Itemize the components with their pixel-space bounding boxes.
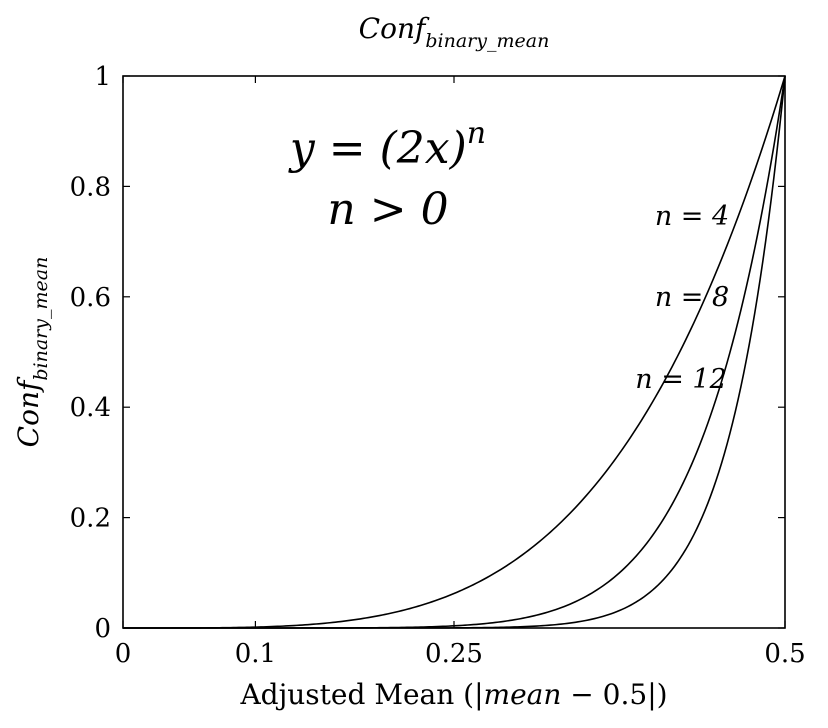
curve-label-n12: n = 12 [635, 364, 727, 395]
curve-label-n8: n = 8 [655, 282, 729, 313]
x-axis-title: Adjusted Mean (|mean − 0.5|) [239, 678, 667, 711]
chart-title-base: Conf [359, 12, 430, 45]
x-axis-title-var: mean [484, 678, 562, 711]
y-tick-label: 0.6 [70, 283, 111, 313]
curve-label-n4: n = 4 [655, 201, 729, 232]
y-tick-label: 0.8 [70, 172, 111, 202]
formula-line-2: n > 0 [327, 184, 448, 235]
y-tick-label: 1 [94, 62, 111, 92]
x-axis-title-suffix: − 0.5|) [561, 678, 667, 711]
y-axis-title-subscript: binary_mean [30, 257, 52, 381]
x-tick-label: 0.25 [425, 639, 483, 669]
axis-ticks [122, 75, 786, 629]
y-tick-label: 0.4 [70, 393, 111, 423]
y-axis-title: Confbinary_mean [12, 257, 52, 448]
formula-expression: y = (2x) [288, 123, 467, 174]
x-axis-title-prefix: Adjusted Mean (| [239, 678, 483, 711]
chart-title-subscript: binary_mean [425, 30, 549, 52]
formula-line-1: y = (2x)n [288, 116, 486, 174]
plot-frame [122, 75, 786, 629]
y-axis-title-base: Conf [12, 376, 45, 447]
tick-labels: 0 0.1 0.25 0.5 0 0.2 0.4 0.6 0.8 1 [70, 62, 806, 669]
x-tick-label: 0.1 [235, 639, 276, 669]
curve-labels: n = 4 n = 8 n = 12 [635, 201, 729, 395]
y-tick-label: 0 [94, 614, 111, 644]
x-tick-label: 0.5 [764, 639, 805, 669]
x-tick-label: 0 [115, 639, 132, 669]
y-tick-label: 0.2 [70, 504, 111, 534]
formula-exponent: n [467, 116, 486, 151]
chart-title: Confbinary_mean [359, 12, 550, 52]
